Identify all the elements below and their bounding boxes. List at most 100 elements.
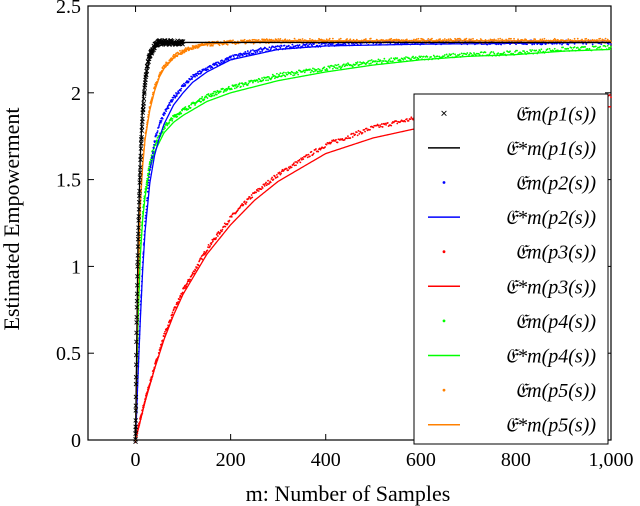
dot-marker	[250, 49, 252, 52]
dot-marker	[306, 42, 308, 45]
legend-label: 𝔈m(p3(s))	[515, 242, 596, 264]
dot-marker	[374, 60, 377, 62]
dot-marker	[142, 256, 144, 259]
dot-marker	[427, 38, 430, 40]
dot-marker	[390, 124, 393, 127]
dot-marker	[317, 150, 320, 153]
dot-marker	[265, 79, 267, 82]
dot-marker	[400, 39, 403, 41]
dot-marker	[417, 37, 420, 40]
dot-marker	[138, 424, 141, 426]
dot-marker	[399, 59, 402, 62]
dot-marker	[144, 214, 147, 217]
dot-marker	[607, 43, 610, 45]
dot-marker	[257, 38, 260, 41]
dot-marker	[386, 122, 389, 124]
dot-marker	[136, 376, 139, 379]
dot-marker	[599, 45, 602, 48]
dot-marker	[140, 416, 142, 419]
dot-marker	[534, 38, 537, 41]
dot-marker	[478, 54, 481, 56]
dot-marker	[142, 406, 145, 408]
dot-marker	[153, 143, 155, 146]
dot-marker	[422, 43, 425, 45]
dot-marker	[532, 52, 535, 55]
dot-marker	[380, 123, 383, 125]
dot-marker	[423, 58, 426, 61]
dot-marker	[415, 38, 418, 41]
dot-marker	[433, 56, 436, 58]
dot-marker	[515, 43, 517, 46]
dot-marker	[266, 183, 269, 185]
dot-marker	[470, 52, 472, 55]
dot-marker	[151, 97, 154, 100]
dot-marker	[164, 65, 167, 68]
dot-marker	[295, 164, 297, 167]
dot-marker	[241, 54, 244, 57]
dot-marker	[138, 329, 141, 332]
dot-marker	[160, 119, 163, 122]
dot-marker	[197, 46, 200, 49]
dot-marker	[145, 185, 148, 188]
dot-marker	[146, 177, 149, 180]
dot-marker	[378, 43, 381, 46]
dot-marker	[281, 168, 284, 171]
dot-marker	[224, 225, 227, 228]
dot-marker	[415, 58, 418, 61]
dot-marker	[367, 40, 370, 42]
dot-marker	[147, 184, 150, 187]
dot-marker	[358, 63, 361, 66]
x-marker	[135, 259, 140, 265]
dot-marker	[279, 46, 282, 49]
dot-marker	[194, 47, 197, 50]
dot-marker	[141, 210, 144, 213]
dot-marker	[164, 330, 166, 333]
dot-marker	[385, 123, 387, 126]
dot-marker	[610, 43, 612, 45]
dot-marker	[417, 57, 420, 60]
dot-marker	[609, 93, 611, 96]
x-marker	[137, 193, 142, 199]
dot-marker	[610, 46, 612, 48]
dot-marker	[321, 39, 324, 41]
dot-marker	[590, 49, 593, 52]
dot-marker	[138, 229, 141, 232]
dot-marker	[357, 129, 360, 132]
dot-marker	[147, 187, 149, 190]
dot-marker	[486, 43, 489, 46]
dot-marker	[142, 150, 145, 152]
dot-marker	[369, 128, 371, 131]
dot-marker	[542, 50, 545, 53]
dot-marker	[531, 43, 534, 46]
dot-marker	[298, 158, 301, 161]
dot-marker	[319, 45, 322, 48]
dot-marker	[280, 45, 283, 47]
dot-marker	[138, 325, 141, 328]
dot-marker	[355, 38, 358, 41]
dot-marker	[146, 390, 149, 393]
dot-marker	[170, 319, 172, 321]
dot-marker	[295, 44, 297, 47]
x-marker	[135, 264, 140, 269]
dot-marker	[328, 66, 331, 69]
dot-marker	[333, 66, 336, 69]
dot-marker	[276, 72, 278, 75]
dot-marker	[154, 85, 157, 87]
dot-marker	[262, 40, 265, 42]
dot-marker	[309, 46, 311, 48]
x-axis-label: m: Number of Samples	[246, 481, 451, 506]
dot-marker	[458, 53, 461, 56]
dot-marker	[157, 78, 160, 81]
dot-marker	[215, 233, 218, 236]
dot-marker	[413, 38, 415, 41]
dot-marker	[431, 37, 433, 40]
dot-marker	[312, 152, 315, 155]
dot-marker	[390, 57, 393, 60]
dot-marker	[585, 37, 588, 40]
dot-marker	[278, 171, 281, 174]
dot-marker	[276, 45, 279, 47]
dot-marker	[252, 81, 254, 84]
dot-marker	[200, 70, 203, 73]
dot-marker	[561, 43, 563, 46]
dot-marker	[582, 42, 584, 45]
